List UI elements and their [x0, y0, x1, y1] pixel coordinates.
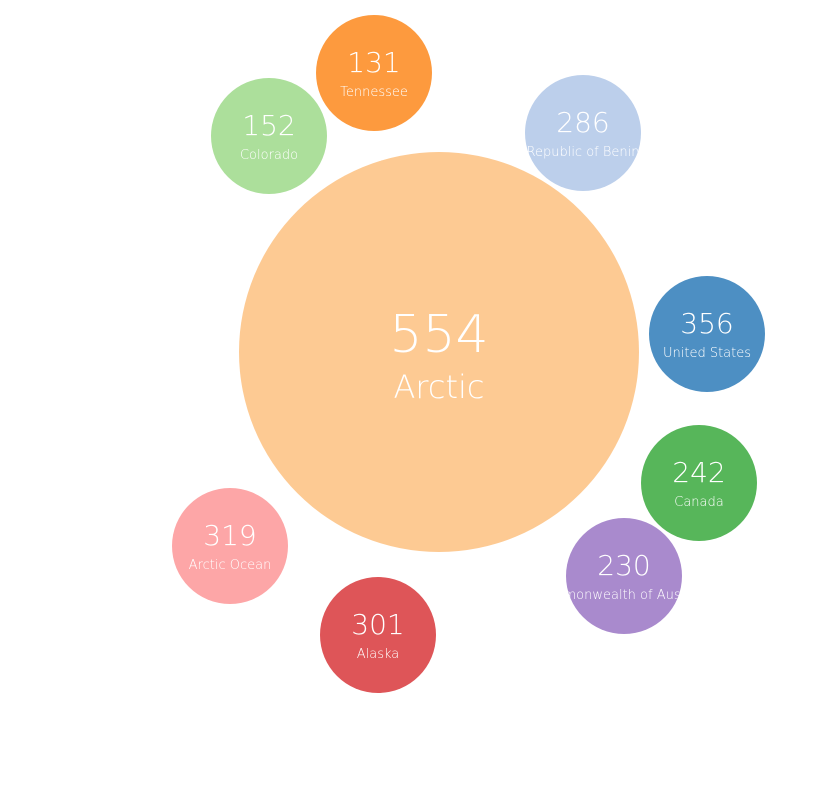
bubble-arctic-ocean-count: 319: [203, 519, 256, 552]
bubble-tennessee-label: Tennessee: [340, 85, 408, 100]
bubble-alaska: 301 Alaska: [320, 577, 436, 693]
bubble-arctic-ocean-label: Arctic Ocean: [189, 558, 272, 573]
bubble-colorado-label: Colorado: [240, 148, 298, 163]
bubble-alaska-label: Alaska: [357, 647, 400, 662]
bubble-republic-of-benin: 286 Republic of Benin: [525, 75, 641, 191]
bubble-colorado-circle: [211, 78, 327, 194]
bubble-commonwealth-of-australia-circle: [566, 518, 682, 634]
bubble-canada: 242 Canada: [641, 425, 757, 541]
bubble-united-states-count: 356: [680, 307, 733, 340]
bubble-central-count: 554: [389, 305, 488, 365]
bubble-canada-label: Canada: [674, 495, 723, 510]
bubble-canada-count: 242: [672, 456, 725, 489]
bubble-central-circle: [239, 152, 639, 552]
bubble-canada-circle: [641, 425, 757, 541]
bubble-central-label: Arctic: [394, 368, 485, 406]
bubble-arctic-ocean: 319 Arctic Ocean: [172, 488, 288, 604]
bubble-arctic-ocean-circle: [172, 488, 288, 604]
bubble-united-states: 356 United States: [649, 276, 765, 392]
bubble-tennessee: 131 Tennessee: [316, 15, 432, 131]
bubble-colorado: 152 Colorado: [211, 78, 327, 194]
bubble-republic-of-benin-label: Republic of Benin: [527, 145, 640, 160]
bubble-alaska-circle: [320, 577, 436, 693]
bubble-united-states-label: United States: [663, 346, 751, 361]
bubble-commonwealth-of-australia-label: Commonwealth of Australia: [534, 588, 714, 603]
bubble-commonwealth-of-australia: 230 Commonwealth of Australia: [534, 518, 714, 634]
bubble-commonwealth-of-australia-count: 230: [597, 549, 650, 582]
bubble-republic-of-benin-count: 286: [556, 106, 609, 139]
bubble-united-states-circle: [649, 276, 765, 392]
bubble-republic-of-benin-circle: [525, 75, 641, 191]
bubble-tennessee-count: 131: [347, 46, 400, 79]
bubble-colorado-count: 152: [242, 109, 295, 142]
bubble-central: 554 Arctic: [239, 152, 639, 552]
bubble-tennessee-circle: [316, 15, 432, 131]
bubble-alaska-count: 301: [351, 608, 404, 641]
